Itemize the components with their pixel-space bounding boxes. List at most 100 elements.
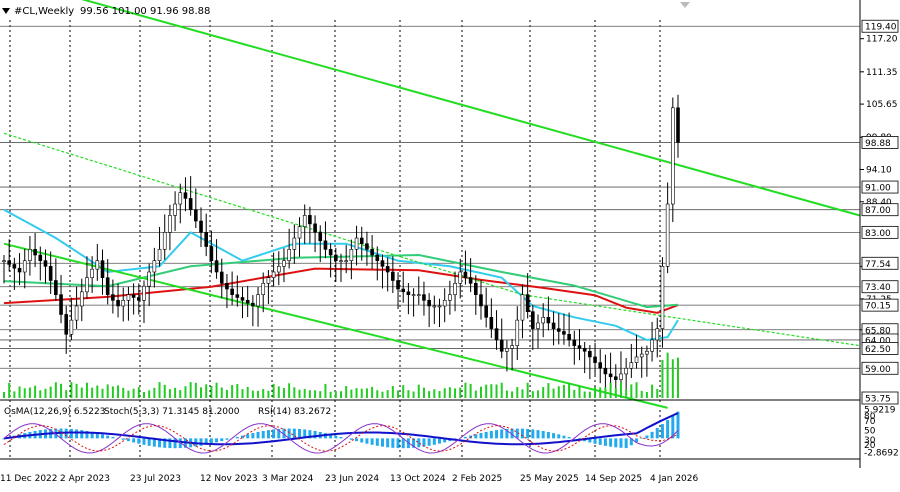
candle-body <box>8 261 11 265</box>
volume-bar <box>314 390 316 398</box>
candle-body <box>282 261 285 267</box>
oscillator-panel <box>3 412 680 453</box>
volume-bar <box>485 385 487 398</box>
volume-bar <box>55 382 57 398</box>
candle-body <box>599 363 602 369</box>
candle-body <box>225 283 228 289</box>
volume-bar <box>547 383 549 398</box>
osma-bar <box>521 429 524 439</box>
candle-body <box>397 280 400 288</box>
candle-body <box>137 297 140 300</box>
level-label: 70.15 <box>865 302 891 312</box>
osma-bar <box>479 433 482 438</box>
osma-bar <box>106 436 109 439</box>
volume-bar <box>444 388 446 398</box>
candle-body <box>49 266 52 280</box>
osma-bar <box>485 432 488 438</box>
candle-body <box>111 295 114 301</box>
candle-body <box>635 357 638 363</box>
candle-body <box>184 193 187 199</box>
candle-body <box>640 354 643 357</box>
osma-bar <box>220 438 223 441</box>
osma-bar <box>70 429 73 438</box>
candle-body <box>417 295 420 296</box>
candle-body <box>448 295 451 301</box>
candle-body <box>531 312 534 329</box>
candle-body <box>469 278 472 284</box>
volume-bar <box>413 392 415 398</box>
header-ohlc: 99.56 101.00 91.96 98.88 <box>80 6 210 17</box>
osma-bar <box>101 434 104 438</box>
candle-body <box>365 244 368 250</box>
candle-body <box>272 272 275 278</box>
osma-bar <box>619 438 622 447</box>
volume-bar <box>428 391 430 398</box>
candle-body <box>319 232 322 240</box>
volume-bar <box>387 390 389 398</box>
candle-body <box>526 295 529 312</box>
candle-body <box>91 269 94 277</box>
level-label: 73.40 <box>865 283 891 293</box>
candle-body <box>28 249 31 260</box>
osma-bar <box>391 438 394 447</box>
volume-bar <box>656 389 658 398</box>
candle-body <box>422 295 425 301</box>
candle-body <box>257 295 260 306</box>
candle-body <box>205 232 208 246</box>
volume-bar <box>324 384 326 398</box>
volume-bar <box>216 383 218 398</box>
osma-bar <box>272 429 275 438</box>
volume-bar <box>13 391 15 398</box>
candle-body <box>614 377 617 380</box>
candle-body <box>505 348 508 351</box>
volume-bar <box>542 387 544 398</box>
candle-body <box>298 227 301 238</box>
candle-body <box>345 261 348 262</box>
volume-bar <box>273 384 275 398</box>
level-label: 83.00 <box>865 229 891 239</box>
osma-bar <box>148 438 151 445</box>
osma-bar <box>251 433 254 438</box>
price-tick-label: 94.10 <box>866 166 892 176</box>
volume-bar <box>81 388 83 398</box>
volume-bar <box>107 384 109 398</box>
volume-bar <box>335 391 337 398</box>
volume-bar <box>646 392 648 398</box>
candle-body <box>671 108 674 204</box>
volume-bar <box>133 389 135 398</box>
header-symbol: #CL,Weekly <box>14 6 74 17</box>
candle-body <box>490 317 493 328</box>
osma-bar <box>386 438 389 447</box>
chart-shift-marker[interactable] <box>680 2 690 8</box>
volume-bar <box>672 359 674 398</box>
volume-bar <box>148 390 150 398</box>
volume-bar <box>340 391 342 398</box>
candle-body <box>215 261 218 272</box>
volume-bar <box>153 388 155 398</box>
candle-body <box>65 314 68 334</box>
candle-body <box>75 306 78 320</box>
candle-body <box>391 272 394 280</box>
candle-body <box>495 329 498 340</box>
volume-bar <box>594 387 596 398</box>
candle-body <box>485 306 488 317</box>
osma-bar <box>267 430 270 438</box>
candle-body <box>308 215 311 223</box>
volume-bar <box>615 388 617 398</box>
candle-body <box>13 264 16 268</box>
osma-bar <box>80 430 83 438</box>
volume-bar <box>50 387 52 398</box>
volume-bar <box>288 383 290 398</box>
candle-body <box>200 221 203 232</box>
volume-bar <box>200 387 202 398</box>
symbol-menu-icon[interactable] <box>2 8 10 14</box>
time-label: 2 Feb 2025 <box>452 474 502 484</box>
volume-bar <box>392 386 394 398</box>
osma-bar <box>661 424 664 438</box>
candle-body <box>127 295 130 301</box>
osma-bar <box>531 429 534 438</box>
candle-body <box>3 261 6 262</box>
osma-bar <box>594 438 597 443</box>
